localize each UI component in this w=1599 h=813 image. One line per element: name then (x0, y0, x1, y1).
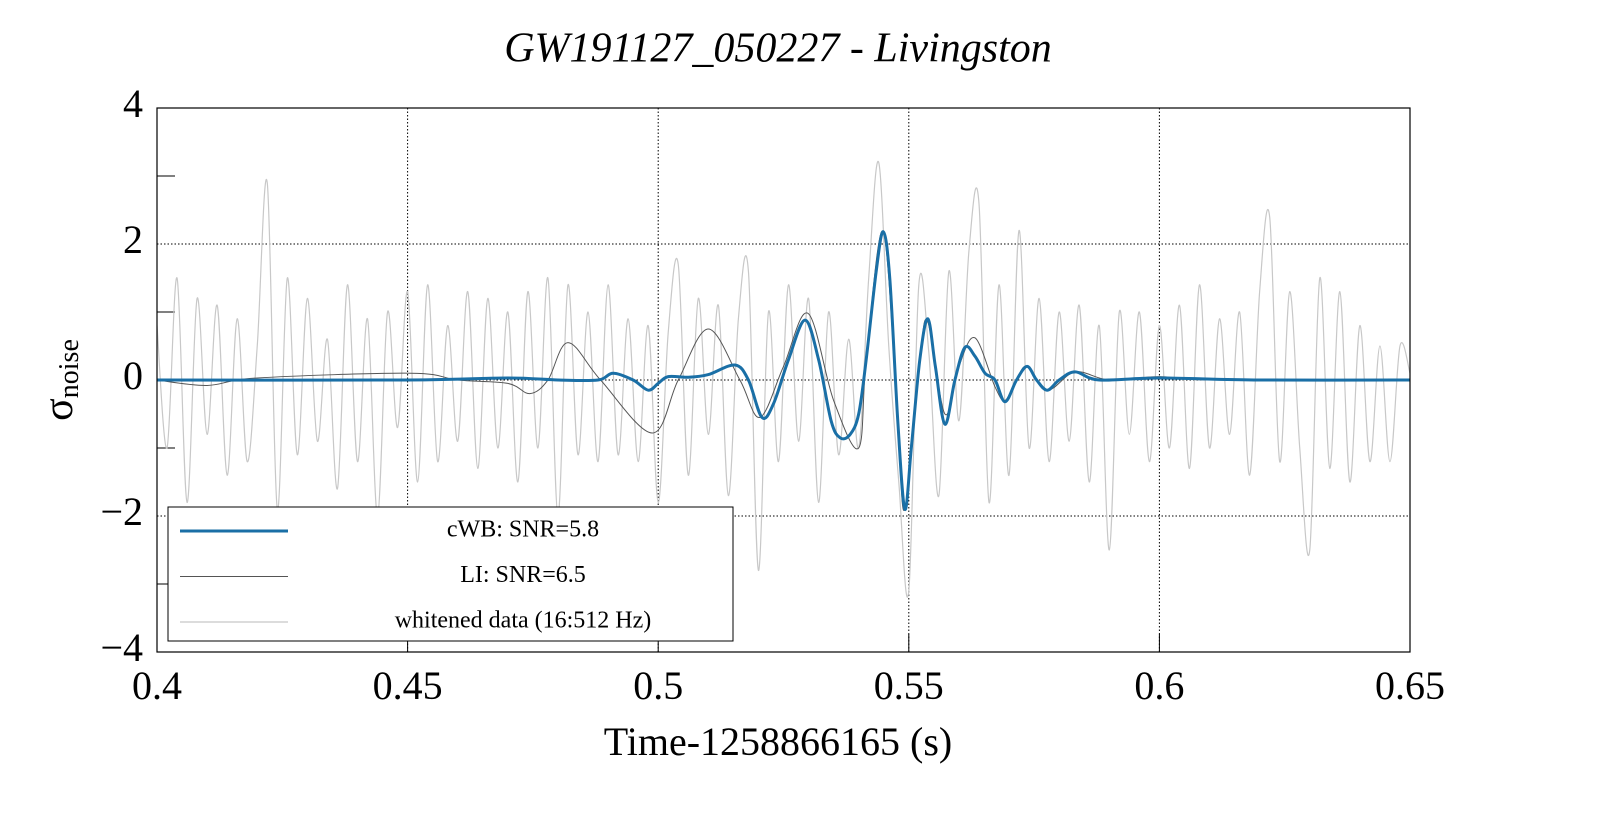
series-line (157, 230, 1410, 511)
y-tick-label: −4 (100, 625, 143, 670)
series-line (157, 160, 1410, 598)
x-tick-label: 0.45 (373, 663, 443, 708)
x-tick-label: 0.4 (132, 663, 182, 708)
y-axis-label: σnoise (36, 339, 86, 421)
chart-title: GW191127_050227 - Livingston (504, 26, 1052, 72)
y-tick-label: −2 (100, 489, 143, 534)
x-tick-label: 0.5 (633, 663, 683, 708)
y-axis-label-main: σ (36, 398, 82, 421)
legend-label: whitened data (16:512 Hz) (395, 608, 652, 634)
y-tick-label: 4 (123, 81, 143, 126)
legend-label: cWB: SNR=5.8 (447, 517, 599, 543)
legend-box (167, 506, 734, 642)
plot-frame (156, 107, 1411, 653)
x-tick-label: 0.55 (874, 663, 944, 708)
y-tick-label: 0 (123, 353, 143, 398)
x-tick-label: 0.6 (1134, 663, 1184, 708)
x-tick-label: 0.65 (1375, 663, 1445, 708)
y-axis-label-sub: noise (54, 339, 85, 398)
y-tick-label: 2 (123, 217, 143, 262)
legend-label: LI: SNR=6.5 (460, 562, 586, 588)
x-axis-label: Time-1258866165 (s) (604, 719, 953, 764)
